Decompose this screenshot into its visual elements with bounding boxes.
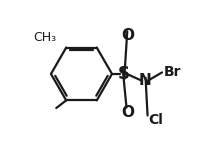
Text: O: O <box>122 28 135 43</box>
Text: Br: Br <box>164 65 181 79</box>
Text: S: S <box>117 65 129 83</box>
Text: CH₃: CH₃ <box>34 31 57 44</box>
Text: N: N <box>138 73 151 88</box>
Text: Cl: Cl <box>148 113 163 127</box>
Text: O: O <box>122 105 135 120</box>
